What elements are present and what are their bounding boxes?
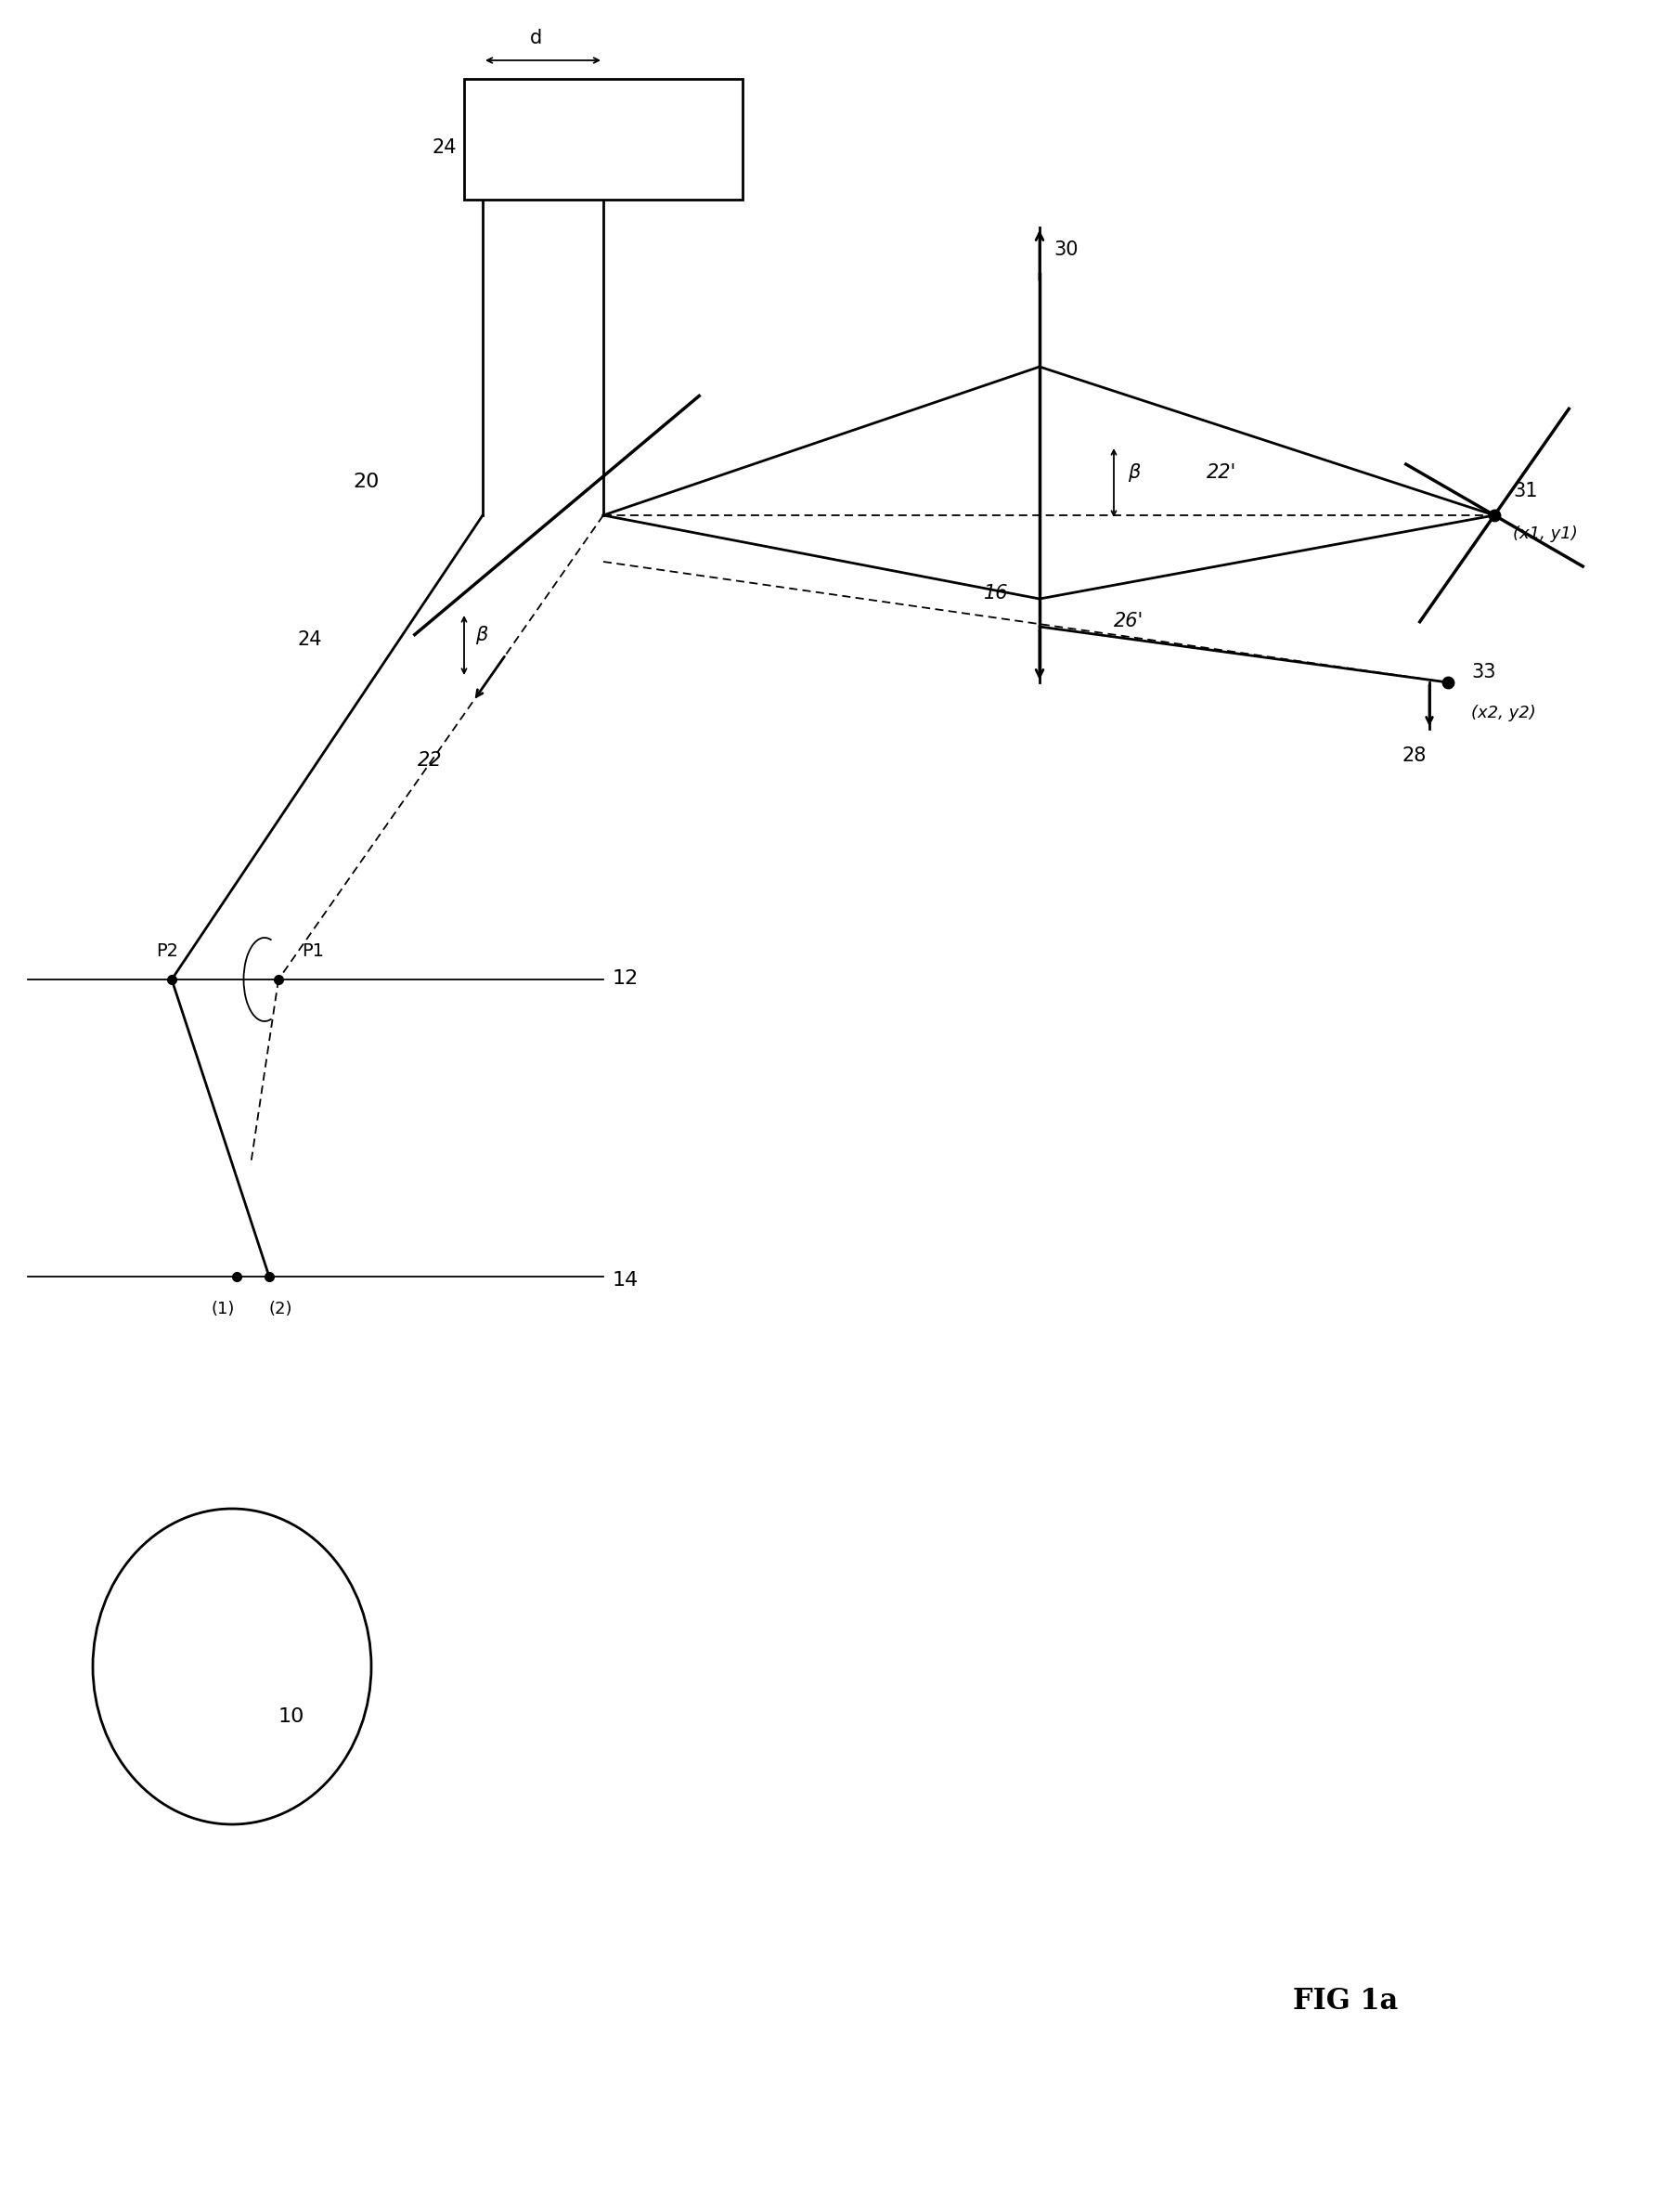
- Text: (x1, y1): (x1, y1): [1514, 525, 1578, 542]
- Text: 16: 16: [984, 584, 1008, 602]
- Text: 30: 30: [1053, 240, 1079, 258]
- Text: 19: 19: [637, 128, 670, 152]
- Text: 20: 20: [353, 472, 380, 492]
- Text: P2: P2: [156, 942, 178, 959]
- Text: 10: 10: [279, 1707, 304, 1727]
- Text: (x2, y2): (x2, y2): [1472, 706, 1536, 721]
- Text: 22: 22: [418, 752, 442, 770]
- Bar: [464, 79, 743, 201]
- Text: 24: 24: [432, 139, 457, 157]
- Text: (2): (2): [269, 1301, 292, 1316]
- Text: 28: 28: [1401, 747, 1426, 765]
- Text: d: d: [529, 29, 541, 46]
- Text: 22: 22: [615, 157, 638, 176]
- Text: 12: 12: [613, 970, 638, 988]
- Text: (1): (1): [212, 1301, 235, 1316]
- Text: 18: 18: [536, 128, 570, 152]
- Text: 31: 31: [1514, 483, 1537, 501]
- Text: P1: P1: [302, 942, 324, 959]
- Text: 33: 33: [1472, 664, 1495, 681]
- Text: FIG 1a: FIG 1a: [1294, 1987, 1398, 2015]
- Text: 14: 14: [613, 1270, 638, 1290]
- Text: 22': 22': [1206, 463, 1236, 483]
- Text: 26': 26': [1114, 611, 1144, 631]
- Text: 24: 24: [297, 631, 321, 648]
- Text: $\beta$: $\beta$: [1127, 461, 1141, 483]
- Text: $\beta$: $\beta$: [475, 624, 489, 646]
